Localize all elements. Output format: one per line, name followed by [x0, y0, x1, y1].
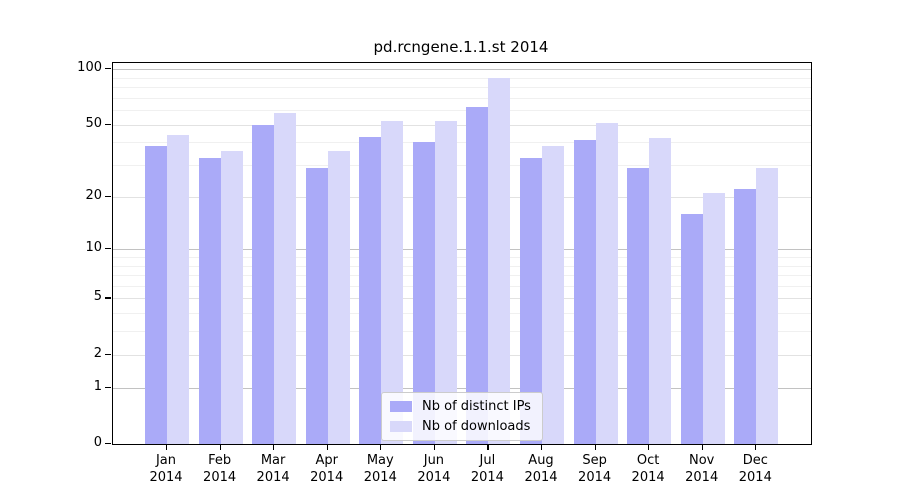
x-tick-mark-oct [648, 444, 650, 450]
bar-may-downloads [381, 121, 404, 444]
bar-sep-downloads [595, 122, 618, 444]
gridline-50 [113, 124, 811, 126]
y-tick-label-0: 0 [93, 435, 102, 450]
bar-nov-downloads [702, 192, 725, 444]
bar-may-distinct-ips [359, 136, 382, 444]
y-tick-label-2: 2 [93, 345, 102, 361]
bar-mar-downloads [274, 112, 297, 444]
x-tick-mark-jan [166, 444, 168, 450]
gridline-minor-80 [113, 86, 811, 88]
gridline-minor-8 [113, 265, 811, 267]
legend-entry-distinct-ips: Nb of distinct IPs [390, 399, 531, 414]
bar-apr-downloads [327, 150, 350, 444]
x-tick-mark-feb [219, 444, 221, 450]
y-tick-label-100: 100 [77, 60, 102, 75]
bar-mar-distinct-ips [252, 124, 275, 444]
x-tick-label-mar: Mar 2014 [256, 453, 290, 485]
y-tick-mark-2 [105, 353, 111, 355]
x-tick-mark-jul [487, 444, 489, 450]
bar-dec-downloads [756, 167, 779, 444]
bar-jan-downloads [167, 134, 189, 444]
gridline-minor-3 [113, 331, 811, 333]
gridline-major-100 [113, 69, 811, 70]
gridline-minor-7 [113, 275, 811, 276]
x-tick-label-aug: Aug 2014 [524, 453, 558, 485]
legend: Nb of distinct IPs Nb of downloads [381, 392, 543, 441]
gridline-20 [113, 196, 811, 198]
bar-feb-distinct-ips [198, 157, 221, 444]
bar-sep-distinct-ips [573, 140, 596, 444]
x-tick-label-jan: Jan 2014 [149, 453, 183, 485]
legend-entry-downloads: Nb of downloads [390, 419, 531, 434]
bar-feb-downloads [220, 150, 243, 444]
x-tick-label-sep: Sep 2014 [578, 453, 612, 485]
x-tick-mark-dec [755, 444, 757, 450]
x-tick-label-apr: Apr 2014 [310, 453, 344, 485]
gridline-minor-90 [113, 77, 811, 79]
bar-jul-distinct-ips [466, 107, 489, 444]
gridline-minor-30 [113, 165, 811, 166]
x-tick-mark-apr [326, 444, 328, 450]
y-tick-mark-20 [105, 195, 111, 197]
x-tick-label-oct: Oct 2014 [631, 453, 665, 485]
gridline-minor-9 [113, 256, 811, 258]
gridline-minor-4 [113, 313, 811, 315]
x-tick-mark-aug [541, 444, 543, 450]
x-tick-mark-sep [594, 444, 596, 450]
bar-aug-downloads [542, 146, 564, 444]
chart-title: pd.rcngene.1.1.st 2014 [373, 38, 549, 56]
x-tick-label-jul: Jul 2014 [470, 453, 504, 485]
y-tick-label-10: 10 [85, 240, 102, 256]
plot-area [112, 62, 812, 445]
y-tick-label-20: 20 [85, 187, 102, 203]
x-tick-label-jun: Jun 2014 [417, 453, 451, 485]
x-tick-label-nov: Nov 2014 [685, 453, 719, 485]
legend-label-distinct-ips: Nb of distinct IPs [422, 399, 531, 414]
y-tick-label-5: 5 [93, 289, 102, 305]
bar-dec-distinct-ips [734, 189, 757, 444]
bar-aug-distinct-ips [520, 157, 542, 444]
gridline-2 [113, 354, 811, 356]
bar-jul-downloads [488, 78, 511, 444]
gridline-minor-40 [113, 142, 811, 144]
y-tick-mark-5 [105, 297, 111, 299]
y-tick-mark-0 [105, 443, 111, 445]
y-tick-mark-100 [105, 68, 111, 70]
bar-apr-distinct-ips [305, 167, 328, 444]
x-tick-mark-jun [433, 444, 436, 450]
x-tick-label-feb: Feb 2014 [203, 453, 237, 485]
x-tick-mark-may [380, 444, 382, 450]
y-tick-label-1: 1 [93, 378, 102, 394]
bar-jun-distinct-ips [412, 142, 435, 444]
bar-nov-distinct-ips [680, 213, 703, 444]
y-tick-label-50: 50 [85, 115, 102, 131]
y-tick-mark-50 [105, 123, 111, 125]
y-tick-mark-10 [105, 248, 111, 250]
legend-swatch-downloads [390, 421, 412, 432]
bar-oct-downloads [649, 138, 672, 444]
x-tick-mark-mar [273, 444, 275, 450]
x-tick-label-dec: Dec 2014 [738, 453, 772, 485]
gridline-major-10 [113, 249, 811, 251]
bar-jan-distinct-ips [145, 146, 167, 444]
x-tick-label-may: May 2014 [363, 453, 397, 485]
y-tick-mark-1 [105, 386, 111, 388]
gridline-minor-60 [113, 110, 811, 111]
x-tick-mark-nov [701, 444, 703, 450]
legend-label-downloads: Nb of downloads [422, 419, 531, 434]
gridline-5 [113, 298, 811, 300]
gridline-minor-6 [113, 285, 811, 287]
gridline-major-1 [113, 387, 811, 389]
gridline-minor-70 [113, 97, 811, 99]
bar-oct-distinct-ips [627, 167, 650, 444]
legend-swatch-distinct-ips [390, 401, 412, 412]
bar-jun-downloads [434, 121, 457, 444]
